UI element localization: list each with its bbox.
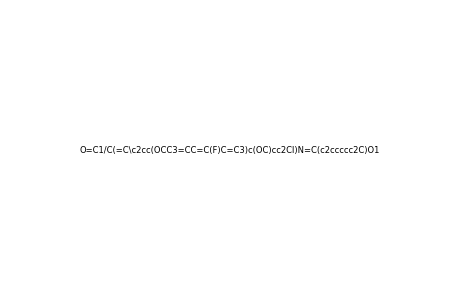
Text: O=C1/C(=C\c2cc(OCC3=CC=C(F)C=C3)c(OC)cc2Cl)N=C(c2ccccc2C)O1: O=C1/C(=C\c2cc(OCC3=CC=C(F)C=C3)c(OC)cc2…: [80, 146, 379, 154]
